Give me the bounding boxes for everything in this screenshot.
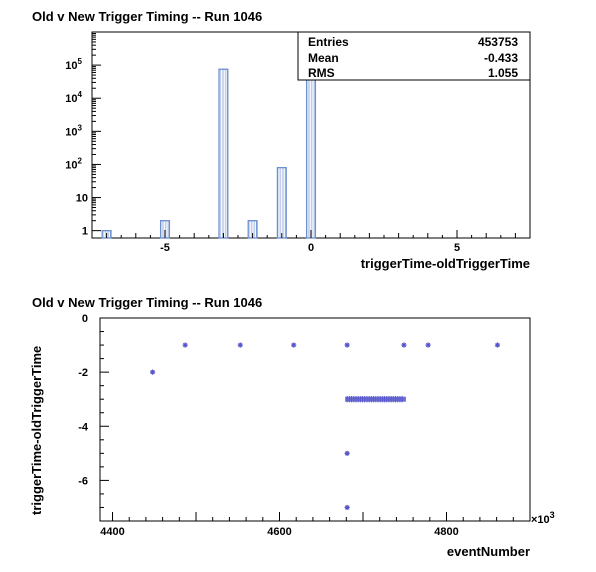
histogram-y-tick-label: 104 [65,90,82,105]
histogram-y-tick-label: 102 [65,156,82,171]
stats-entries-value: 453753 [478,35,518,49]
scatter-point [425,342,431,348]
scatter-y-tick-label: -6 [78,475,88,487]
histogram-y-tick-label: 10 [76,193,88,205]
histogram-title: Old v New Trigger Timing -- Run 1046 [32,9,262,24]
scatter-point [182,342,188,348]
scatter-x-axis-label: eventNumber [447,544,530,559]
histogram-y-tick-label: 105 [65,57,82,72]
scatter-frame [99,317,531,522]
scatter-y-tick-label: -2 [78,367,88,379]
scatter-point [291,342,297,348]
histogram-bar [276,166,287,239]
scatter-point [344,450,350,456]
scatter-point [237,342,243,348]
scatter-point [344,342,350,348]
scatter-y-axis-label: triggerTime-oldTriggerTime [29,346,44,515]
stats-entries-label: Entries [308,35,349,49]
histogram-marks [101,45,317,239]
stats-rms-value: 1.055 [488,66,518,80]
stats-box: Entries 453753 Mean -0.433 RMS 1.055 [297,31,531,81]
scatter-x-tick-label: 4800 [434,526,458,538]
stats-mean-label: Mean [308,51,339,65]
histogram-x-tick-label: 0 [308,242,314,254]
stats-mean-value: -0.433 [484,51,518,65]
histogram-y-tick-label: 1 [82,226,88,238]
scatter-x-tick-label: 4400 [100,526,124,538]
scatter-point [401,342,407,348]
scatter-point [494,342,501,348]
scatter-point [344,504,350,511]
scatter-y-tick-label: 0 [82,313,88,325]
scatter-axes: 4400 4600 4800 -6 -4 -2 0 [78,313,531,538]
scatter-point [150,369,156,375]
scatter-dense-band [345,396,406,403]
scatter-title: Old v New Trigger Timing -- Run 1046 [32,295,262,310]
histogram-x-tick-label: 5 [454,242,460,254]
histogram-y-tick-label: 103 [65,123,82,138]
scatter-x-tick-label: 4600 [267,526,291,538]
histogram-x-tick-label: -5 [160,242,170,254]
stats-rms-label: RMS [308,66,335,80]
histogram-x-axis-label: triggerTime-oldTriggerTime [361,256,530,271]
scatter-y-tick-label: -4 [78,421,89,433]
histogram-axes: -5 0 5 1 10 102 103 104 105 [65,33,516,254]
scatter-x-multiplier: ×103 [531,510,555,526]
scatter-marks [150,342,501,511]
histogram-bar [218,68,229,239]
